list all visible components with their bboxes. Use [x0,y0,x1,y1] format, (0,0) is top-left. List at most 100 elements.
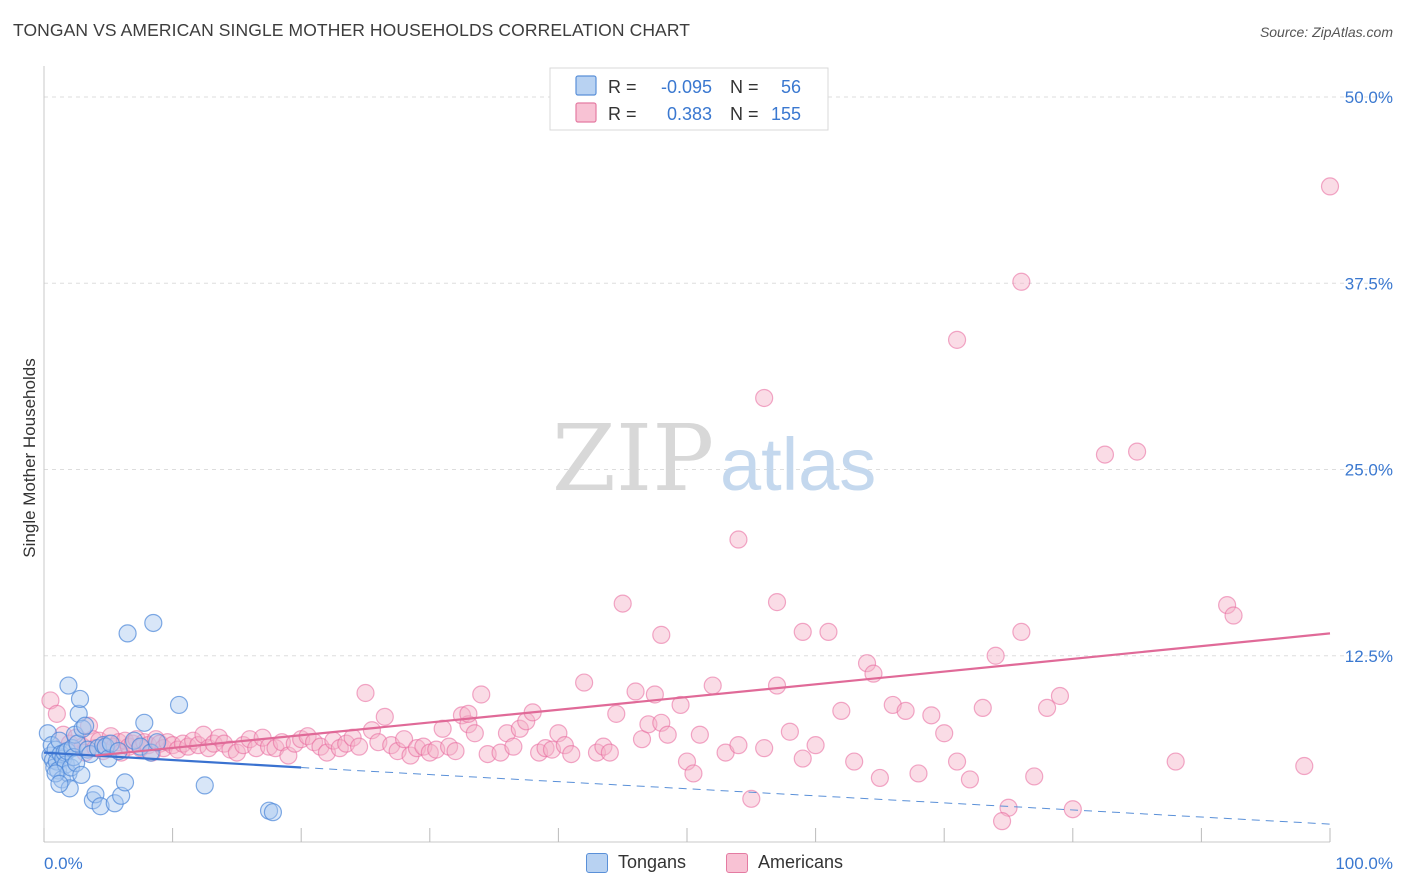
american-point [1012,622,1031,642]
tongan-point [195,776,214,795]
american-point [652,625,671,644]
american-point [832,701,851,720]
tongan-point [50,774,69,793]
americans-label: Americans [758,852,844,872]
american-point [780,722,799,741]
y-tick-label: 12.5% [1345,647,1393,666]
american-point [446,742,465,761]
legend-swatch-americans [575,102,597,123]
american-point [729,530,748,549]
american-point [1127,442,1147,461]
watermark-zip: ZIP [552,405,714,512]
tongan-point [118,624,137,643]
american-point [947,330,967,349]
tongan-point [135,713,154,732]
american-point [168,740,187,759]
americans-trend-line [95,632,1331,757]
axis-labels: 12.5% 25.0% 37.5% 50.0% 0.0% 100.0% [44,88,1393,873]
watermark: ZIP atlas [552,405,876,512]
american-point [472,685,491,704]
tongan-point [109,742,128,761]
tongan-point [46,764,65,783]
tongan-point [76,716,95,735]
american-point [1025,767,1044,786]
american-point [194,725,213,744]
tongans-swatch [586,852,608,873]
american-point [1037,698,1057,718]
american-point [1224,606,1243,625]
american-point [793,749,812,768]
american-point [845,752,864,771]
american-point [356,683,375,703]
american-point [600,743,619,762]
y-axis-title: Single Mother Households [20,358,39,557]
legend-n-value: 155 [771,104,801,124]
american-point [986,646,1005,665]
american-point [922,706,941,725]
american-point [909,764,928,783]
bottom-legend: Tongans Americans [0,852,1406,878]
tongans-points [38,613,283,822]
tongan-point [144,613,163,633]
tongan-point [148,733,167,752]
american-point [575,673,594,692]
tongan-point [86,785,105,804]
american-point [1095,445,1115,464]
american-point [349,737,369,756]
tongan-point [169,695,189,715]
american-point [973,698,992,718]
y-tick-label: 37.5% [1345,274,1393,293]
american-point [658,725,677,744]
american-point [1295,756,1314,776]
american-point [1320,177,1340,196]
tongan-point [141,743,160,762]
american-point [806,736,825,755]
american-point [1050,686,1070,706]
american-point [504,737,523,756]
american-point [536,739,555,758]
legend-r-label: R = [608,77,637,97]
american-point [755,739,774,758]
american-point [870,768,890,788]
y-tick-label: 50.0% [1345,88,1393,107]
american-point [401,746,420,765]
american-point [767,676,787,695]
legend-item-tongans[interactable]: Tongans [586,852,686,873]
american-point [947,752,967,771]
tongan-point [59,676,78,695]
american-point [960,770,980,789]
american-point [375,707,394,726]
american-point [1218,595,1237,615]
tongan-point [105,794,124,813]
x-tick-label: 0.0% [44,854,83,873]
tongan-point [112,786,131,805]
american-point [227,743,246,762]
legend-item-americans[interactable]: Americans [726,852,843,873]
american-point [607,704,626,723]
legend-swatch-tongans [575,75,597,96]
american-point [626,682,645,701]
american-point [1063,800,1082,819]
american-point [671,695,690,715]
american-point [47,704,66,723]
legend-n-label: N = [730,77,759,97]
tongan-point [60,779,79,798]
american-point [857,654,877,673]
legend-r-label: R = [608,104,637,124]
american-point [1166,752,1185,771]
legend-n-value: 56 [781,77,801,97]
american-point [555,736,574,755]
tongans-trend-line [43,751,302,769]
american-point [510,719,529,738]
american-point [703,676,722,695]
tongans-label: Tongans [618,852,687,872]
american-point [394,730,414,749]
correlation-legend: R = -0.095 N = 56 R = 0.383 N = 155 [549,67,829,131]
american-point [742,789,761,808]
tongan-point [73,719,92,738]
american-point [562,744,581,764]
american-point [684,764,703,783]
chart-title: TONGAN VS AMERICAN SINGLE MOTHER HOUSEHO… [13,20,691,40]
american-point [819,622,838,642]
